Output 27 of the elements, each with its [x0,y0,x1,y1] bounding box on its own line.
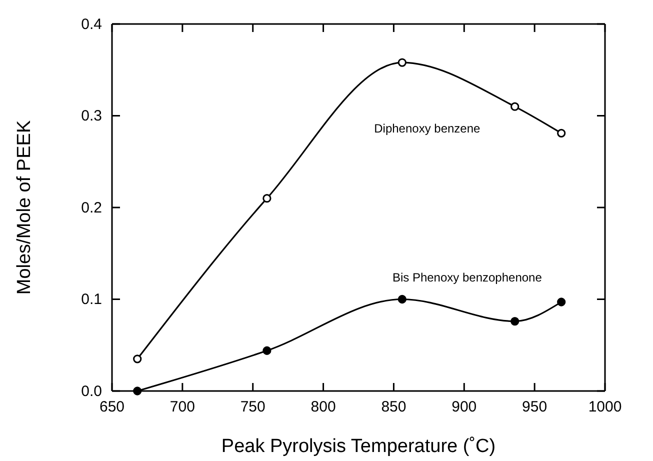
point [398,294,406,304]
x-tick-label: 950 [522,398,548,416]
point [557,128,566,138]
text: Diphenoxy benzene [374,122,481,136]
x-tick-label: 750 [240,398,266,416]
point [133,386,142,396]
x-tick-label: 850 [381,398,406,416]
y-tick-label: 0.0 [81,382,102,400]
point [133,354,142,364]
point [262,346,272,355]
x-tick-label: 650 [99,398,125,416]
y-tick-label: 0.1 [81,291,102,308]
y-tick-label: 0.3 [81,108,102,125]
x-tick-label: 700 [170,398,195,416]
x-tick-label: 800 [310,398,336,416]
x-tick-label: 900 [452,398,477,416]
series-label: Bis Phenoxy benzophenone [392,270,542,284]
point [510,316,520,326]
y-tick-label: 0.4 [81,16,102,33]
point [510,102,520,111]
x-tick-label: 1000 [588,398,622,416]
y-axis-title: Moles/Mole of PEEK [14,120,35,295]
point [557,298,566,306]
x-axis-title: Peak Pyrolysis Temperature (˚C) [221,436,496,457]
y-tick-label: 0.2 [81,199,102,216]
point [398,58,406,67]
point [262,194,272,203]
